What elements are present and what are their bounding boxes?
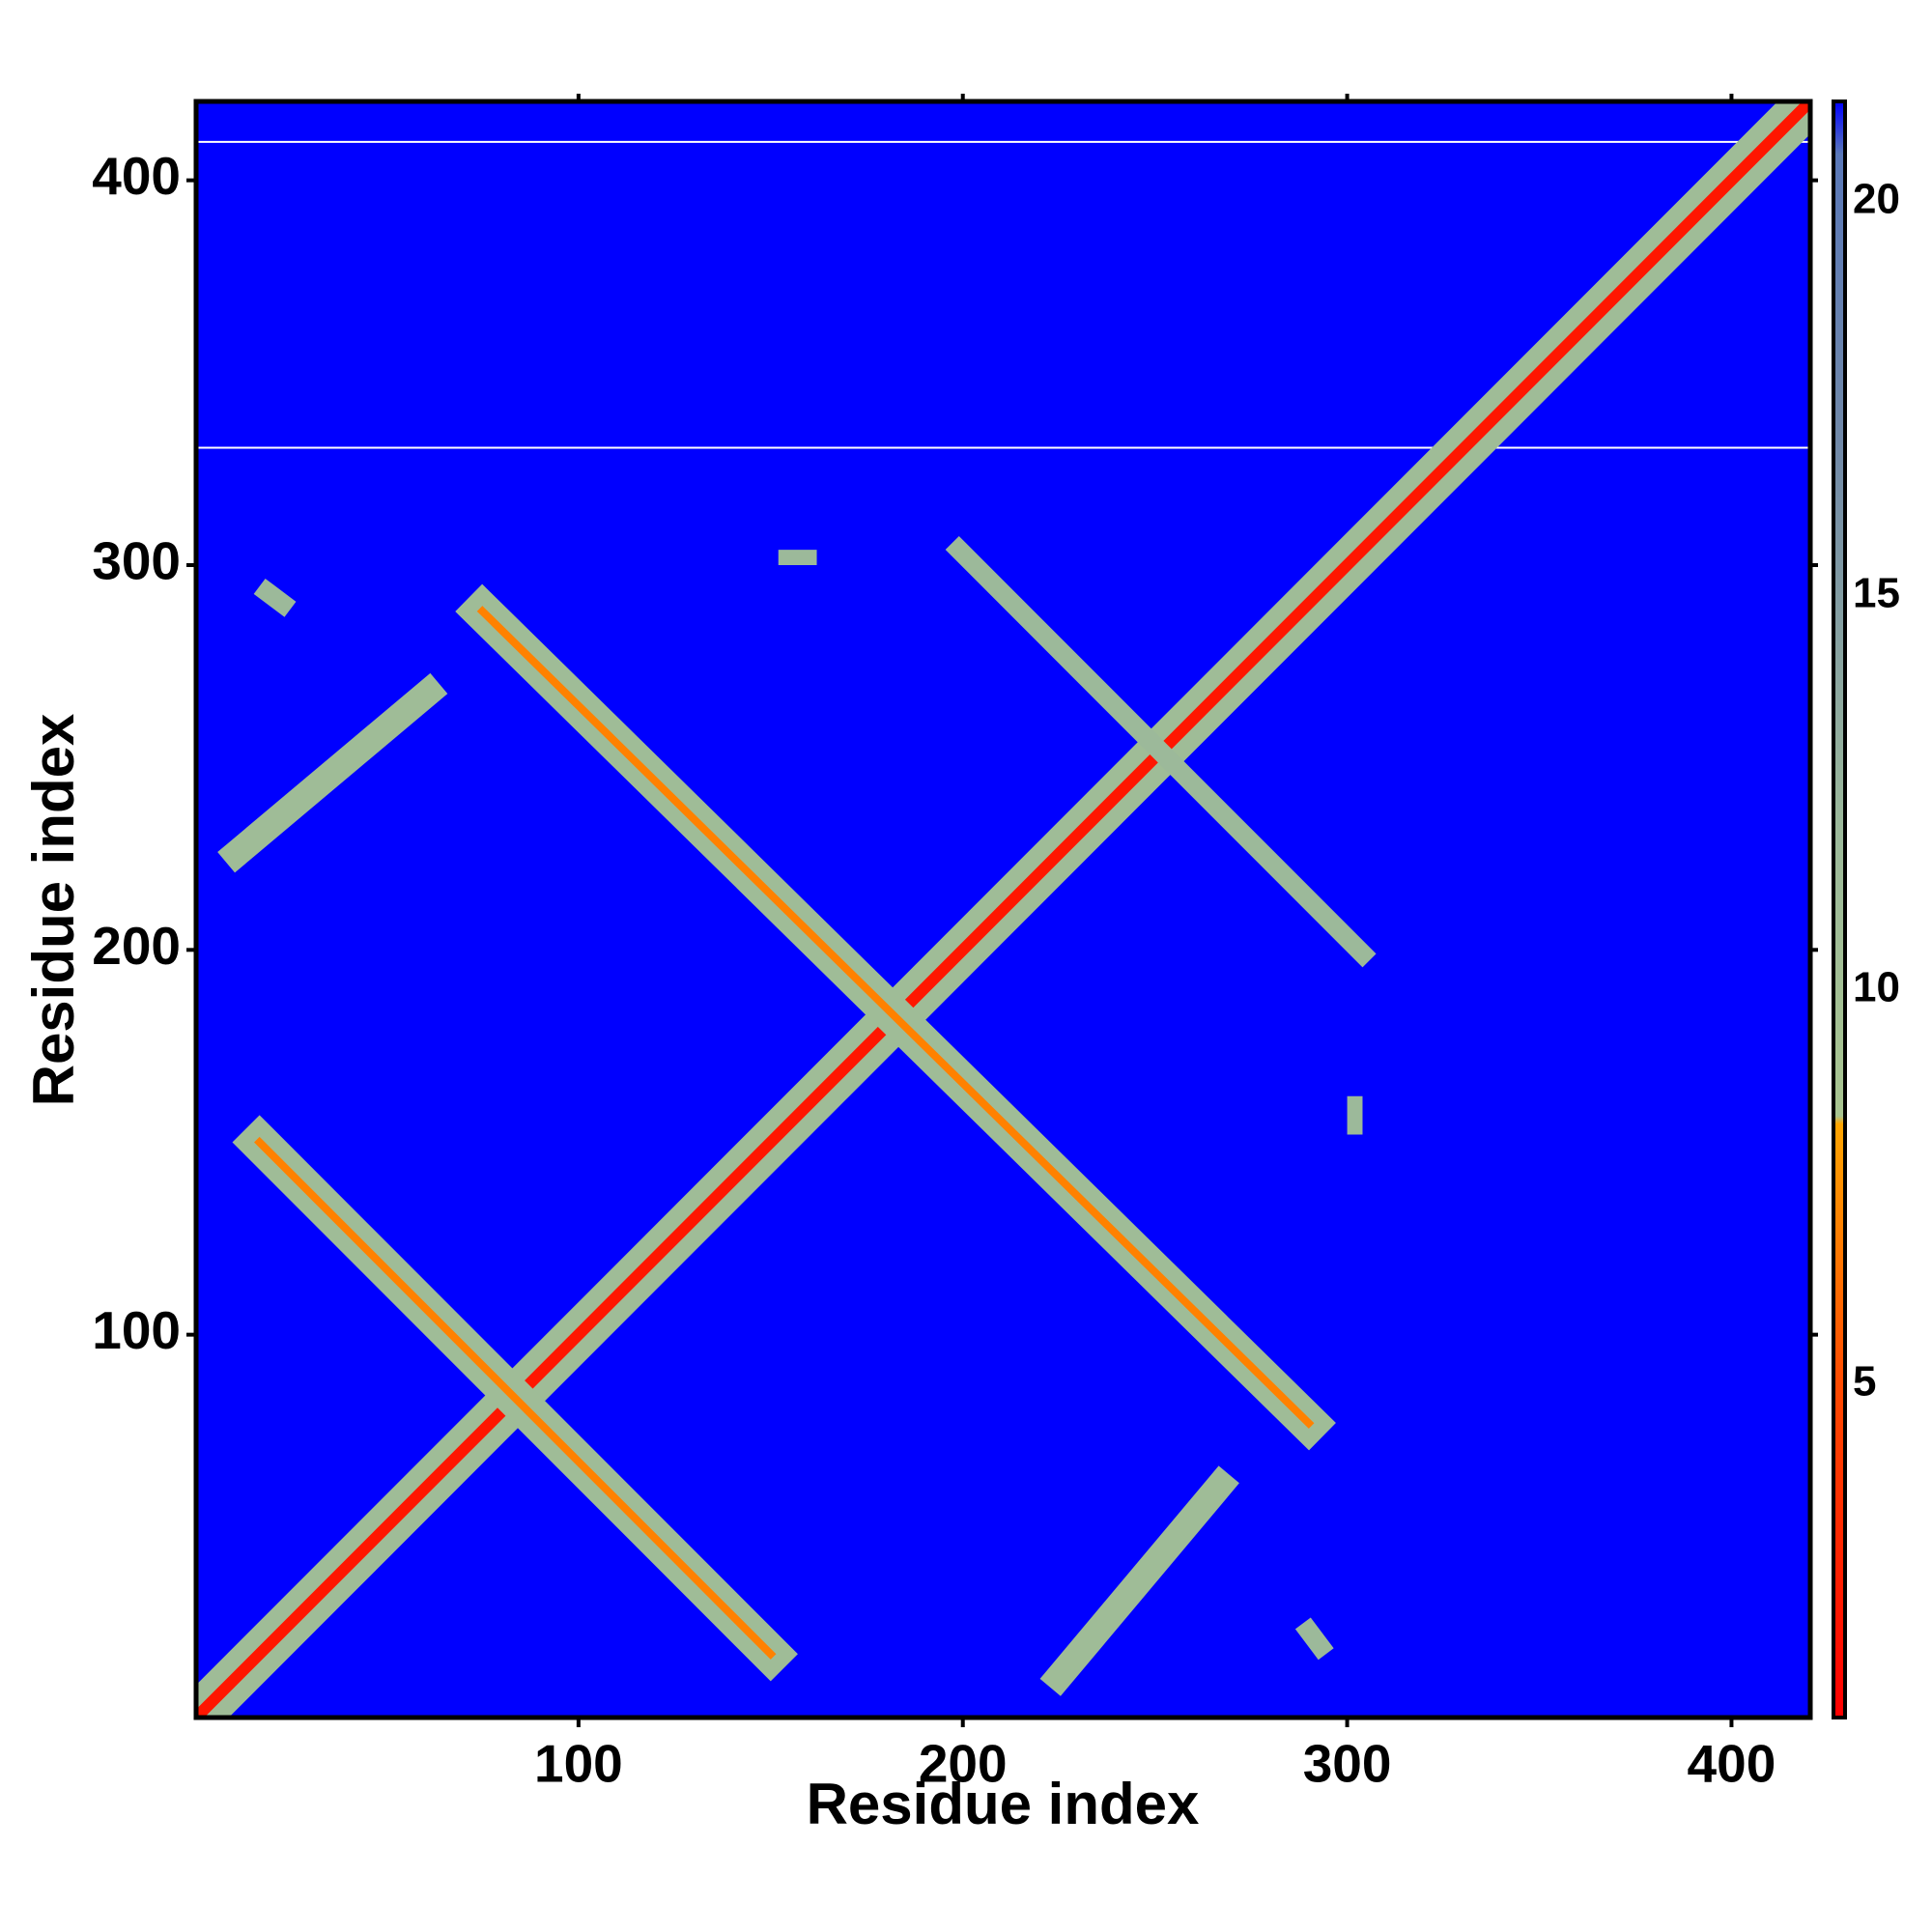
colorbar-tick-label: 5: [1853, 1357, 1876, 1405]
plot-frame: [193, 99, 1813, 1720]
x-tick-label: 400: [1688, 1734, 1776, 1794]
x-axis-title: Residue index: [807, 1772, 1200, 1836]
heat-band: [253, 578, 297, 617]
heatmap: [196, 101, 1810, 1718]
y-axis-title: Residue index: [21, 714, 86, 1107]
heat-band: [476, 606, 1315, 1429]
colorbar-tick-label: 20: [1853, 175, 1900, 222]
x-tick-label: 100: [534, 1734, 623, 1794]
y-tick-label: 400: [92, 146, 181, 206]
y-tick-label: 200: [92, 916, 181, 976]
x-tick-label: 200: [919, 1734, 1008, 1794]
colorbar-tick-label: 15: [1853, 569, 1900, 616]
heat-band: [196, 101, 1810, 1718]
colorbar-tick-label: 10: [1853, 963, 1900, 1010]
heat-band: [254, 1136, 777, 1660]
heat-band: [1294, 1617, 1334, 1661]
x-tick-label: 300: [1303, 1734, 1392, 1794]
colorbar: [1832, 99, 1847, 1719]
y-tick-label: 300: [92, 531, 181, 591]
heat-band: [217, 672, 448, 873]
heat-band: [945, 535, 1377, 968]
heat-band: [1039, 1465, 1239, 1696]
y-tick-label: 100: [92, 1300, 181, 1360]
